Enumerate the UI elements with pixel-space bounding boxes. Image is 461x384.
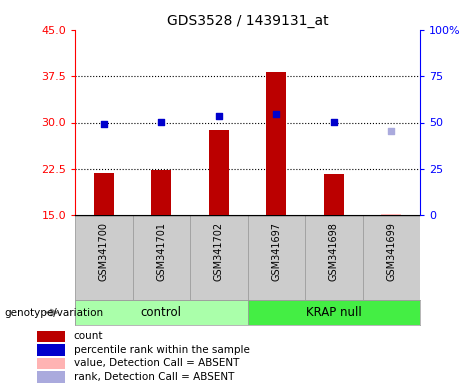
Bar [37, 331, 65, 343]
Text: KRAP null: KRAP null [306, 306, 361, 319]
Bar [37, 358, 65, 369]
Bar [324, 174, 344, 215]
Text: GSM341697: GSM341697 [271, 222, 281, 281]
Text: GSM341698: GSM341698 [329, 222, 339, 281]
Bar [209, 130, 229, 215]
Text: GSM341702: GSM341702 [214, 222, 224, 281]
Bar [190, 215, 248, 300]
Bar [381, 214, 402, 215]
Text: GSM341699: GSM341699 [386, 222, 396, 281]
Bar [37, 371, 65, 383]
Point [272, 111, 280, 118]
Text: percentile rank within the sample: percentile rank within the sample [74, 345, 250, 355]
Point [158, 119, 165, 125]
Title: GDS3528 / 1439131_at: GDS3528 / 1439131_at [167, 13, 328, 28]
Text: value, Detection Call = ABSENT: value, Detection Call = ABSENT [74, 359, 239, 369]
Point [388, 128, 395, 134]
Point [100, 121, 107, 127]
Bar [266, 72, 286, 215]
Bar [37, 344, 65, 356]
Point [330, 119, 337, 125]
Bar [248, 300, 420, 325]
Bar [75, 215, 132, 300]
Text: rank, Detection Call = ABSENT: rank, Detection Call = ABSENT [74, 372, 234, 382]
Text: GSM341701: GSM341701 [156, 222, 166, 281]
Bar [305, 215, 362, 300]
Text: genotype/variation: genotype/variation [5, 308, 104, 318]
Text: count: count [74, 331, 103, 341]
Bar [362, 215, 420, 300]
Text: GSM341700: GSM341700 [99, 222, 109, 281]
Point [215, 113, 223, 119]
Bar [75, 300, 248, 325]
Bar [151, 170, 171, 215]
Text: control: control [141, 306, 182, 319]
Bar [94, 173, 114, 215]
Bar [248, 215, 305, 300]
Bar [132, 215, 190, 300]
